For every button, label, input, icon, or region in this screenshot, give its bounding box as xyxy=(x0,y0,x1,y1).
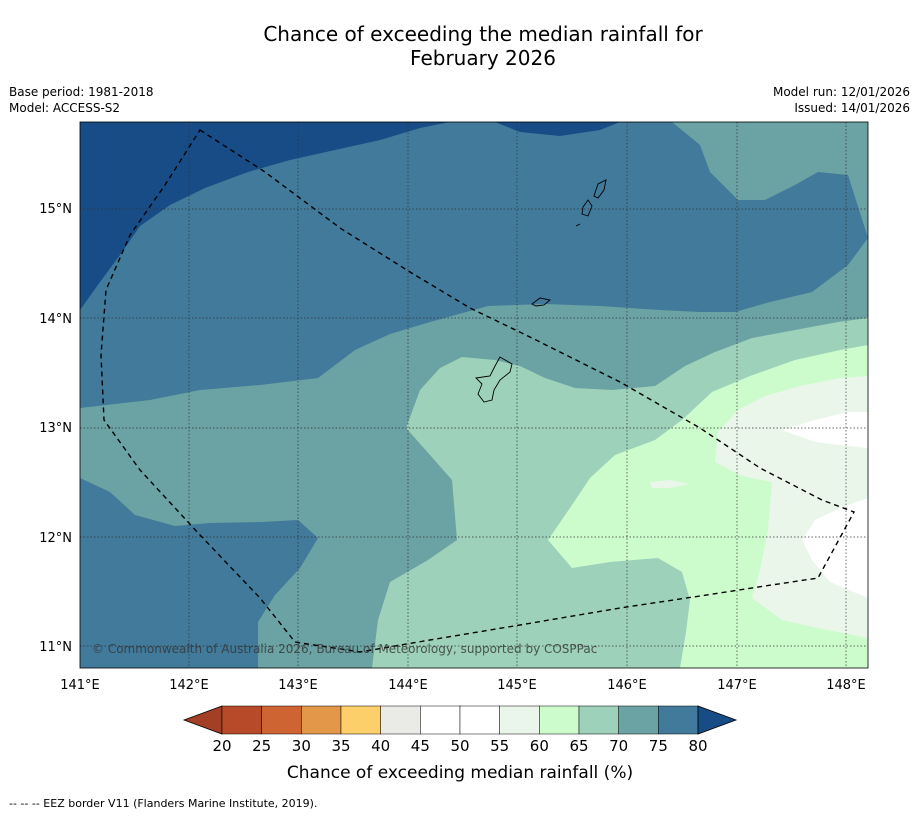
map-title: Chance of exceeding the median rainfall … xyxy=(0,22,919,70)
lon-tick: 142°E xyxy=(169,678,209,693)
lat-tick: 12°N xyxy=(39,531,72,546)
colorbar-bin xyxy=(380,705,421,735)
contour-50-55-b xyxy=(802,498,868,598)
contour-50-55-a xyxy=(782,412,868,448)
island-saipan xyxy=(593,179,607,199)
lon-tick: 147°E xyxy=(717,678,757,693)
lon-tick: 141°E xyxy=(60,678,100,693)
colorbar-bin xyxy=(221,705,262,735)
islands xyxy=(475,179,607,403)
contour-80-plus xyxy=(80,122,450,310)
colorbar-bin xyxy=(301,705,342,735)
copyright-text: © Commonwealth of Australia 2026, Bureau… xyxy=(92,642,597,656)
model-run: Model run: 12/01/2026 xyxy=(772,85,910,99)
island-rota xyxy=(531,297,552,307)
colorbar-bin xyxy=(618,705,659,735)
colorbar-extend-low xyxy=(182,705,223,735)
meta-right: Model run: 12/01/2026 Issued: 14/01/2026 xyxy=(773,84,910,116)
colorbar-tick-label: 75 xyxy=(649,737,668,755)
eez-border xyxy=(100,129,856,653)
colorbar-bin xyxy=(340,705,381,735)
colorbar-bin xyxy=(578,705,619,735)
colorbar-bin xyxy=(420,705,461,735)
base-period: Base period: 1981-2018 xyxy=(9,85,154,99)
map-area: © Commonwealth of Australia 2026, Bureau… xyxy=(80,122,868,668)
colorbar-tick-label: 65 xyxy=(569,737,588,755)
legend-footer: -- -- -- EEZ border V11 (Flanders Marine… xyxy=(9,797,318,810)
lat-tick: 14°N xyxy=(39,312,72,327)
issued-date: Issued: 14/01/2026 xyxy=(794,101,910,115)
colorbar-tick-label: 55 xyxy=(490,737,509,755)
colorbar-bin xyxy=(459,705,500,735)
colorbar-bin xyxy=(539,705,580,735)
island-aguijan xyxy=(575,223,581,227)
map-frame xyxy=(79,121,869,669)
colorbar-bin xyxy=(658,705,699,735)
contour-55-60-isle xyxy=(650,480,690,488)
gridlines xyxy=(80,122,868,668)
contour-80-plus-east xyxy=(495,122,620,136)
lat-tick: 13°N xyxy=(39,421,72,436)
island-guam xyxy=(475,356,513,403)
colorbar-tick-label: 70 xyxy=(609,737,628,755)
colorbar-tick-label: 20 xyxy=(212,737,231,755)
lat-tick: 15°N xyxy=(39,202,72,217)
colorbar-tick-label: 60 xyxy=(530,737,549,755)
colorbar-tick-label: 45 xyxy=(411,737,430,755)
model-name: Model: ACCESS-S2 xyxy=(9,101,121,115)
colorbar-tick-label: 50 xyxy=(450,737,469,755)
title-line-1: Chance of exceeding the median rainfall … xyxy=(263,22,703,46)
lon-tick: 148°E xyxy=(826,678,866,693)
lon-tick: 143°E xyxy=(278,678,318,693)
lat-axis: 15°N 14°N 13°N 12°N 11°N xyxy=(39,202,72,655)
colorbar-tick-label: 35 xyxy=(331,737,350,755)
colorbar: 20 25 30 35 40 45 50 55 60 65 70 75 80 xyxy=(182,705,738,755)
colorbar-tick-label: 40 xyxy=(371,737,390,755)
contour-75-80-southwest xyxy=(80,478,318,668)
colorbar-bin xyxy=(499,705,540,735)
meta-left: Base period: 1981-2018 Model: ACCESS-S2 xyxy=(9,84,154,116)
colorbar-tick-label: 25 xyxy=(252,737,271,755)
title-line-2: February 2026 xyxy=(410,46,556,70)
colorbar-extend-high xyxy=(697,705,738,735)
lon-tick: 144°E xyxy=(388,678,428,693)
colorbar-bin xyxy=(261,705,302,735)
contour-75-80-north xyxy=(80,122,868,408)
lon-axis: 141°E 142°E 143°E 144°E 145°E 146°E 147°… xyxy=(60,678,866,693)
island-tinian xyxy=(581,199,593,217)
lon-tick: 146°E xyxy=(607,678,647,693)
colorbar-tick-label: 80 xyxy=(688,737,707,755)
lat-tick: 11°N xyxy=(39,640,72,655)
colorbar-tick-label: 30 xyxy=(292,737,311,755)
lon-tick: 145°E xyxy=(497,678,537,693)
colorbar-title: Chance of exceeding median rainfall (%) xyxy=(287,763,633,783)
